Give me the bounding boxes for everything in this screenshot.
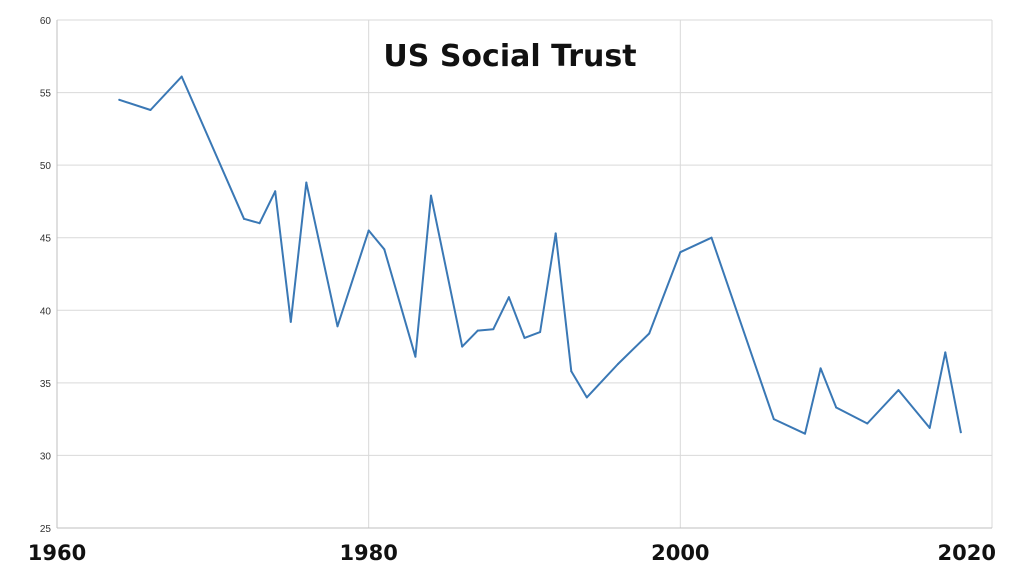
- axes: [56, 20, 992, 529]
- data-point: [897, 389, 900, 392]
- x-tick-label: 2000: [651, 541, 709, 565]
- data-point: [539, 331, 542, 334]
- data-point: [243, 217, 245, 220]
- data-point: [367, 229, 370, 232]
- y-tick-label: 40: [40, 306, 52, 317]
- data-point: [804, 432, 806, 435]
- data-point: [383, 248, 386, 251]
- data-point: [430, 194, 432, 197]
- x-tick-label: 1980: [339, 541, 397, 565]
- data-point: [523, 336, 526, 339]
- data-point: [679, 251, 682, 254]
- data-point: [866, 422, 869, 425]
- y-tick-label: 35: [40, 379, 52, 390]
- y-tick-labels: 25 30 35 40 45 50 55 60: [40, 16, 52, 535]
- data-point: [336, 325, 339, 328]
- series-line: [118, 75, 962, 435]
- y-tick-label: 55: [40, 89, 52, 100]
- series: [118, 75, 962, 435]
- x-tick-label: 1960: [28, 541, 86, 565]
- data-point: [476, 329, 479, 332]
- data-point: [570, 370, 573, 373]
- data-point: [180, 75, 183, 78]
- x-tick-labels: 1960 1980 2000 2020: [28, 541, 996, 565]
- y-tick-label: 45: [40, 234, 52, 245]
- data-point: [554, 232, 557, 235]
- chart-title: US Social Trust: [383, 39, 636, 74]
- data-point: [585, 396, 588, 399]
- x-tick-label: 2020: [938, 541, 996, 565]
- data-point: [819, 367, 822, 370]
- y-tick-label: 50: [40, 161, 52, 172]
- data-point: [959, 431, 962, 434]
- data-point: [258, 222, 261, 225]
- data-point: [710, 236, 713, 239]
- data-point: [461, 345, 464, 348]
- y-tick-label: 25: [40, 524, 52, 535]
- y-tick-label: 60: [40, 16, 52, 27]
- data-point: [274, 190, 277, 193]
- data-point: [928, 426, 931, 429]
- data-point: [289, 320, 292, 323]
- data-point: [414, 355, 417, 358]
- data-point: [772, 418, 775, 421]
- data-point: [305, 181, 308, 184]
- data-point: [648, 332, 651, 335]
- y-tick-label: 30: [40, 451, 52, 462]
- data-point: [492, 328, 495, 331]
- grid-lines: [57, 19, 993, 529]
- data-point: [149, 108, 152, 111]
- data-point: [944, 351, 947, 354]
- data-point: [617, 362, 619, 365]
- data-point: [118, 98, 121, 101]
- data-point: [835, 406, 838, 409]
- data-point: [507, 296, 510, 299]
